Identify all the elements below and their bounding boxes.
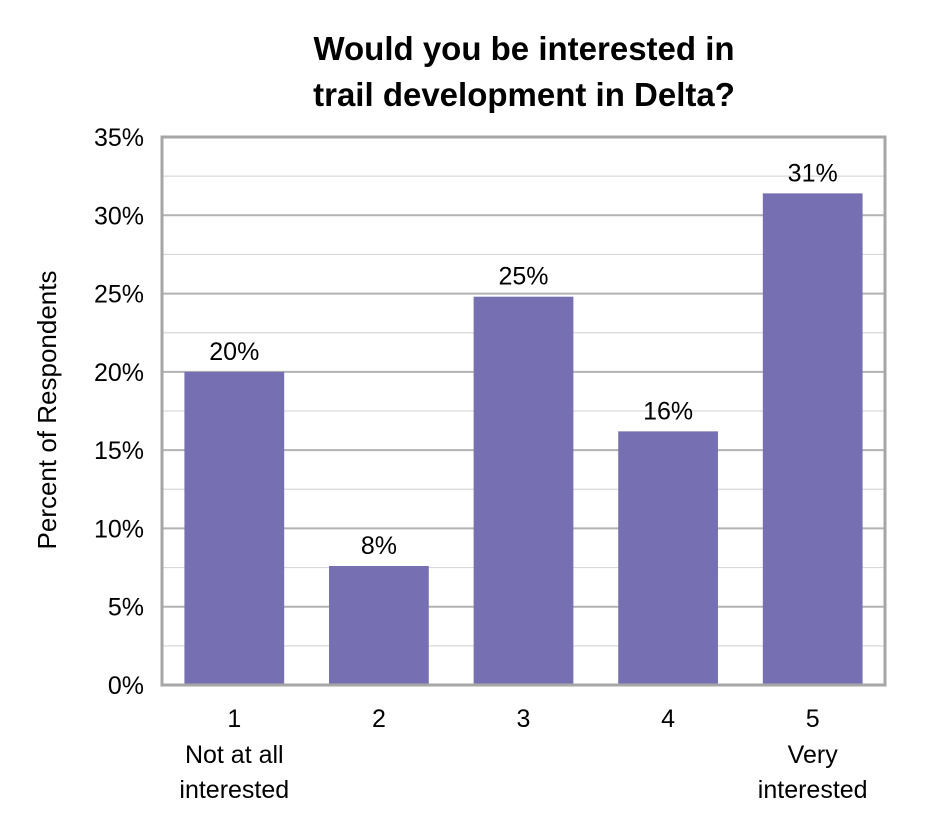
y-tick-label: 25% bbox=[94, 281, 144, 309]
x-tick-label: 1 bbox=[227, 705, 241, 733]
bar bbox=[329, 566, 429, 685]
x-tick-label: 3 bbox=[517, 705, 531, 733]
y-axis-label: Percent of Respondents bbox=[32, 271, 62, 550]
y-tick-label: 10% bbox=[94, 515, 144, 543]
y-tick-label: 35% bbox=[94, 124, 144, 152]
y-tick-label: 0% bbox=[108, 672, 144, 700]
x-tick-label: 2 bbox=[372, 705, 386, 733]
data-label: 31% bbox=[788, 159, 838, 187]
chart-title-line-1: Would you be interested in bbox=[313, 30, 734, 67]
data-label: 8% bbox=[361, 532, 397, 560]
y-tick-label: 15% bbox=[94, 437, 144, 465]
y-axis-ticks: 0% 5% 10% 15% 20% 25% 30% 35% bbox=[94, 124, 144, 700]
x-tick-sublabel: Very bbox=[788, 741, 839, 769]
y-tick-label: 20% bbox=[94, 359, 144, 387]
x-tick-sublabel: interested bbox=[179, 776, 289, 804]
y-tick-label: 30% bbox=[94, 202, 144, 230]
bar bbox=[184, 371, 285, 685]
data-labels: 20% 8% 25% 16% 31% bbox=[209, 159, 837, 560]
bar bbox=[618, 431, 718, 685]
plot-area-frame bbox=[160, 135, 887, 687]
data-label: 16% bbox=[643, 397, 693, 425]
data-label: 20% bbox=[209, 338, 259, 366]
x-axis-ticks: 1 Not at all interested 2 3 4 5 Very interested bbox=[179, 705, 867, 804]
x-tick-sublabel: Not at all bbox=[185, 741, 284, 769]
x-tick-label: 5 bbox=[806, 705, 820, 733]
bar bbox=[473, 296, 574, 685]
x-tick-label: 4 bbox=[661, 705, 675, 733]
bar bbox=[762, 193, 863, 685]
data-label: 25% bbox=[498, 263, 548, 291]
x-tick-sublabel: interested bbox=[758, 776, 868, 804]
y-tick-label: 5% bbox=[108, 594, 144, 622]
chart-title-line-2: trail development in Delta? bbox=[313, 76, 735, 113]
bars bbox=[184, 193, 863, 685]
